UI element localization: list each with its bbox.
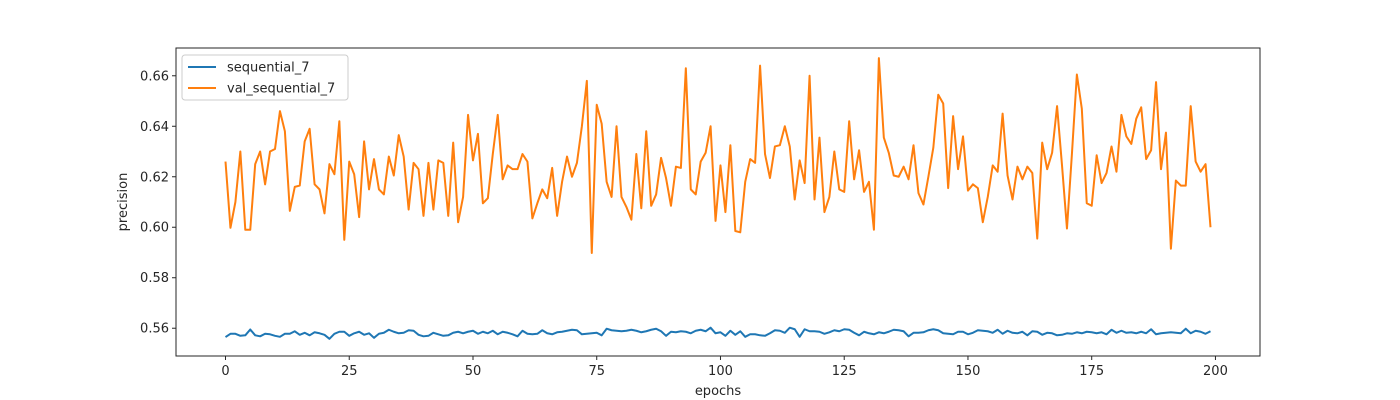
y-axis-label: precision	[116, 173, 131, 232]
series-line-val-sequential-7	[224, 57, 1212, 254]
y-tick-label: 0.60	[140, 221, 169, 236]
x-tick-label: 125	[832, 364, 857, 379]
legend-label-sequential-7: sequential_7	[227, 61, 310, 76]
x-tick-label: 75	[588, 364, 605, 379]
x-tick-label: 150	[956, 364, 981, 379]
legend-box	[181, 54, 349, 101]
x-tick-label: 200	[1203, 364, 1228, 379]
series-line-sequential-7	[224, 326, 1211, 340]
legend: sequential_7 val_sequential_7	[181, 54, 349, 101]
x-tick-label: 0	[221, 364, 229, 379]
y-tick-label: 0.56	[140, 322, 169, 337]
x-tick-label: 175	[1079, 364, 1104, 379]
x-tick-label: 50	[465, 364, 482, 379]
y-axis-ticks: 0.56 0.58 0.60 0.62 0.64 0.66	[140, 69, 176, 337]
y-tick-label: 0.62	[140, 170, 169, 185]
plot-area: 0 25 50 75 100 125 150 175 200 0.560.580.600.620…	[140, 47, 1261, 379]
y-tick-label: 0.66	[140, 69, 169, 84]
series-layer	[224, 57, 1212, 340]
y-tick-label: 0.58	[140, 271, 169, 286]
y-tick-label: 0.64	[140, 120, 169, 135]
legend-label-val-sequential-7: val_sequential_7	[227, 82, 335, 97]
x-axis-ticks: 0 25 50 75 100 125 150 175 200	[221, 356, 1228, 379]
x-tick-label: 100	[708, 364, 733, 379]
x-axis-label: epochs	[695, 384, 742, 399]
x-tick-label: 25	[341, 364, 358, 379]
